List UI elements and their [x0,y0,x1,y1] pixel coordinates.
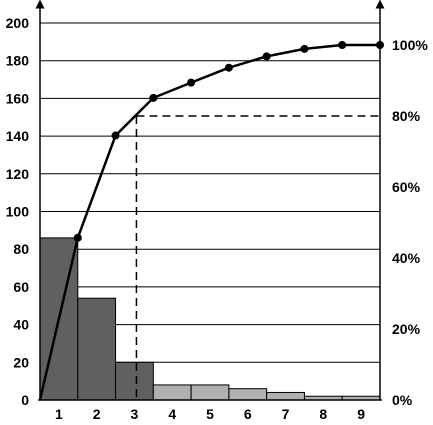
cumulative-point-1 [73,233,82,242]
cumulative-point-8 [338,41,347,49]
cumulative-point-6 [262,52,271,61]
y-tick-label: 20 [13,354,29,370]
x-tick-label: 1 [55,406,63,422]
x-tick-label: 5 [206,406,214,422]
cumulative-point-3 [149,93,158,102]
x-tick-label: 3 [131,406,139,422]
y-tick-label: 80 [13,241,29,257]
y2-tick-label: 60% [392,179,421,195]
y-tick-label: 100 [6,204,30,220]
bar-4 [152,384,192,401]
y2-tick-label: 20% [392,321,421,337]
axes [35,0,385,401]
y2-tick-label: 80% [392,108,421,124]
bar-2 [77,297,117,401]
y2-tick-label: 40% [392,250,421,266]
cumulative-line [38,41,384,401]
reference-line-80 [135,115,380,400]
cumulative-point-9 [376,41,384,49]
bar-6 [228,388,268,401]
y-tick-label: 180 [6,53,30,69]
x-tick-label: 4 [168,406,176,422]
y-tick-label: 200 [6,15,30,31]
bar-5 [190,384,230,401]
cumulative-point-4 [187,78,196,87]
y2-tick-label: 100% [392,37,428,53]
x-tick-label: 8 [319,406,327,422]
x-tick-label: 2 [93,406,101,422]
x-tick-label: 7 [282,406,290,422]
cumulative-point-5 [224,63,233,72]
cumulative-point-2 [111,131,120,140]
y-tick-label: 160 [6,90,30,106]
y-tick-label: 120 [6,166,30,182]
bars [39,237,381,401]
y-tick-label: 40 [13,317,29,333]
x-tick-label: 9 [357,406,365,422]
y-tick-label: 140 [6,128,30,144]
y2-tick-label: 0% [392,392,413,408]
cumulative-point-7 [300,44,309,53]
tick-labels: 0 20 40 60 80 100 120 140 160 180 200 0% 20% 40% 60% 80… [6,15,429,422]
x-tick-label: 6 [244,406,252,422]
bar-7 [266,391,305,401]
y-tick-label: 60 [13,279,29,295]
bar-3 [115,361,154,401]
y-tick-label: 0 [21,392,29,408]
